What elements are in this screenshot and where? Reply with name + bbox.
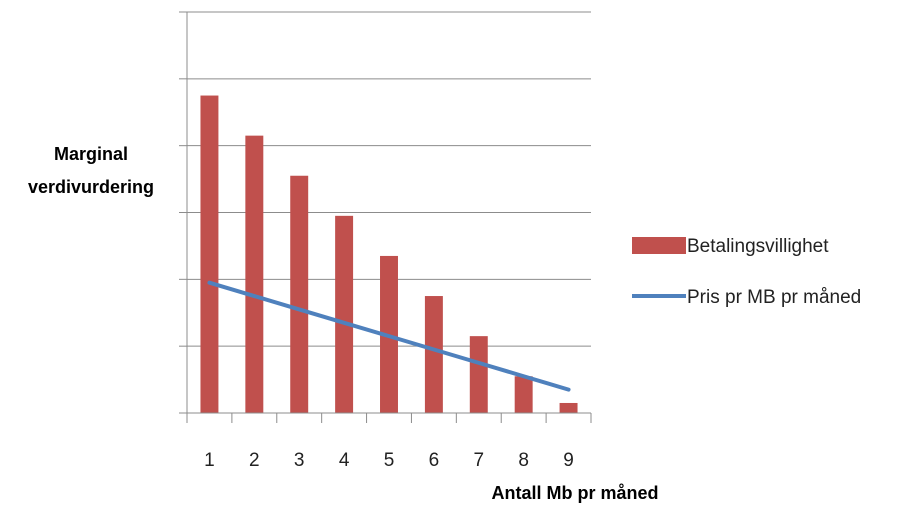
bar-7	[469, 336, 488, 413]
bar-4	[335, 215, 354, 413]
bar-2	[245, 135, 264, 413]
x-tick-label-9: 9	[563, 450, 574, 471]
legend: Betalingsvillighet Pris pr MB pr måned	[632, 236, 861, 308]
x-tick-label-1: 1	[204, 450, 215, 471]
legend-label-bar: Betalingsvillighet	[687, 236, 829, 257]
price-line	[207, 280, 571, 392]
bar-8	[514, 376, 533, 413]
bar-6	[424, 296, 443, 413]
x-tick-label-7: 7	[473, 450, 484, 471]
legend-swatch-bar	[632, 237, 686, 254]
bar-series	[200, 95, 578, 414]
x-tick-label-5: 5	[384, 450, 395, 471]
x-tick-labels: 1 2 3 4 5 6 7 8 9	[204, 450, 574, 471]
x-tick-label-8: 8	[518, 450, 529, 471]
bar-9	[559, 402, 578, 413]
x-tick-label-3: 3	[294, 450, 305, 471]
bar-3	[290, 175, 309, 413]
line-series	[207, 280, 571, 392]
y-axis-title-line-1: Marginal	[54, 144, 128, 164]
y-axis-title-line-2: verdivurdering	[28, 177, 154, 197]
x-tick-label-4: 4	[339, 450, 350, 471]
bar-1	[200, 95, 219, 414]
axes	[179, 11, 592, 423]
x-axis-title: Antall Mb pr måned	[491, 483, 658, 503]
x-tick-label-6: 6	[429, 450, 440, 471]
legend-label-line: Pris pr MB pr måned	[687, 287, 861, 308]
x-tick-label-2: 2	[249, 450, 260, 471]
